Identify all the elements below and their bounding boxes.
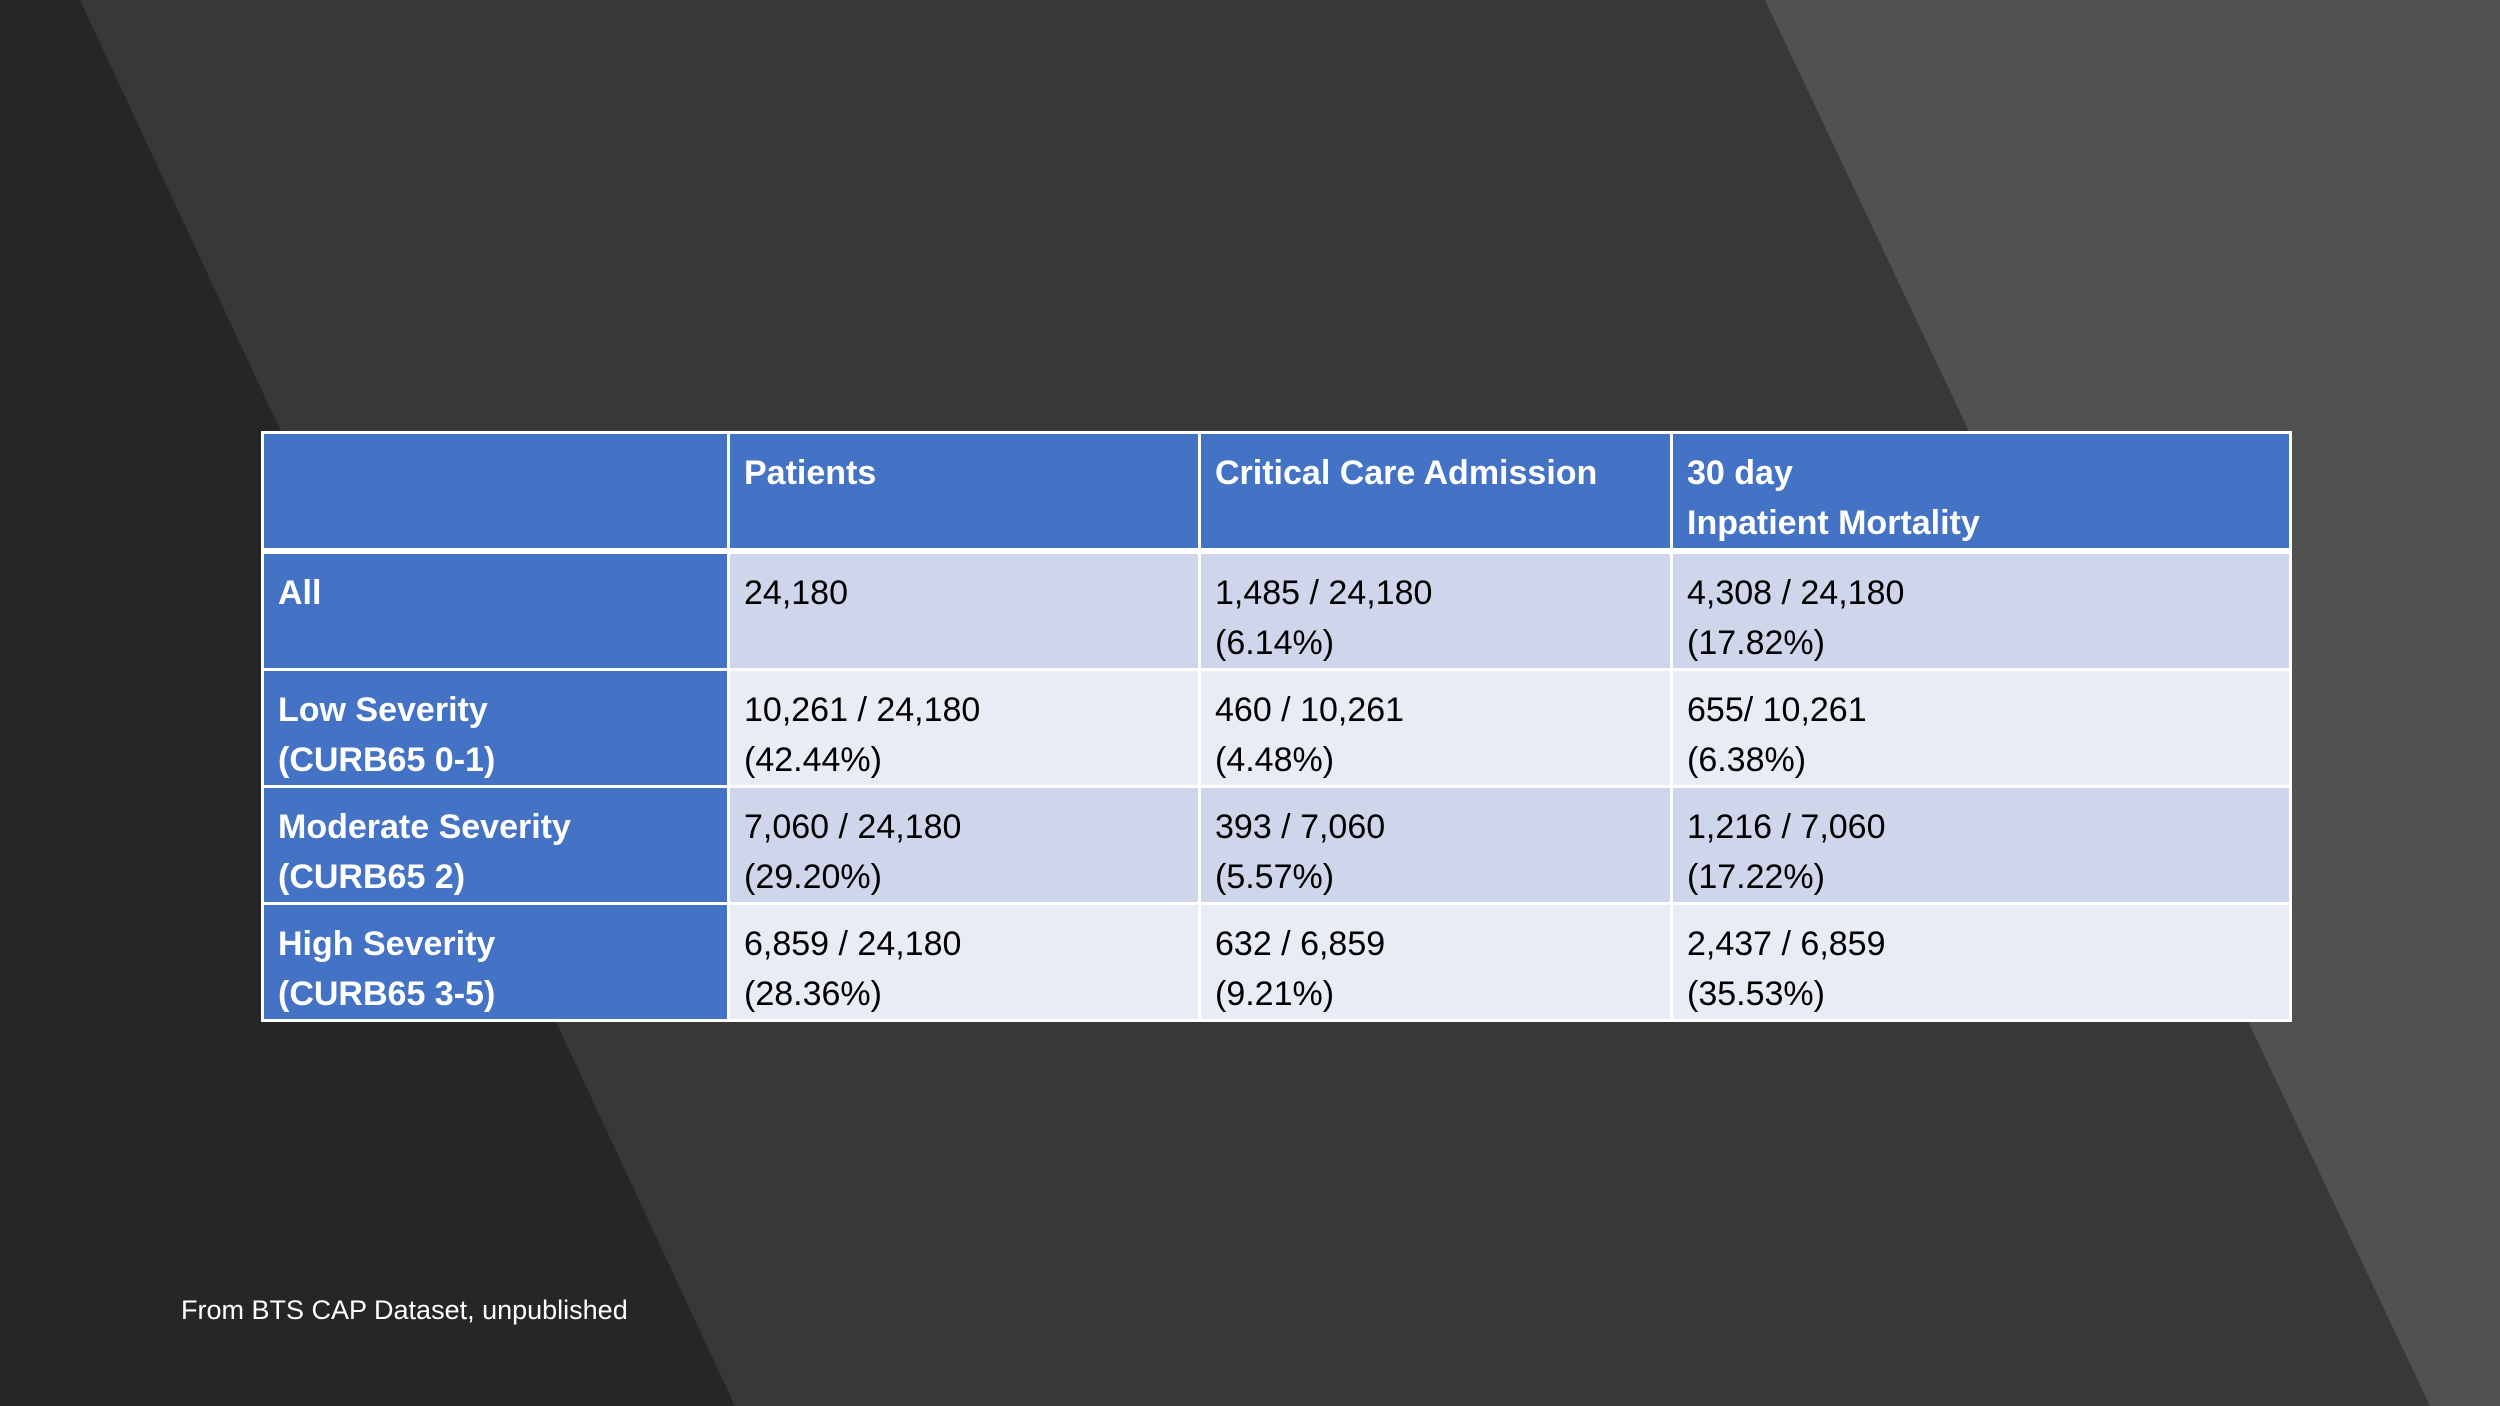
critical-care-cell: 393 / 7,060 (5.57%) xyxy=(1198,785,1673,905)
header-critical-care: Critical Care Admission xyxy=(1198,431,1673,554)
row-label-line1: All xyxy=(278,574,322,612)
mortality-percent: (17.22%) xyxy=(1687,858,1825,896)
row-label-line2: (CURB65 3-5) xyxy=(278,975,496,1013)
row-label-line1: Moderate Severity xyxy=(278,808,571,846)
mortality-percent: (35.53%) xyxy=(1687,975,1825,1013)
cap-outcomes-table: Patients Critical Care Admission 30 day … xyxy=(261,431,2292,1022)
patients-percent: (28.36%) xyxy=(744,975,882,1013)
mortality-cell: 655/ 10,261 (6.38%) xyxy=(1670,668,2292,788)
mortality-percent: (17.82%) xyxy=(1687,624,1825,662)
critical-care-value: 460 / 10,261 xyxy=(1215,691,1405,729)
header-patients: Patients xyxy=(727,431,1201,554)
mortality-value: 4,308 / 24,180 xyxy=(1687,574,1905,612)
row-label: Moderate Severity (CURB65 2) xyxy=(261,785,730,905)
row-label: All xyxy=(261,549,730,671)
row-label-line1: Low Severity xyxy=(278,691,488,729)
patients-value: 10,261 / 24,180 xyxy=(744,691,981,729)
row-label: High Severity (CURB65 3-5) xyxy=(261,902,730,1022)
mortality-cell: 2,437 / 6,859 (35.53%) xyxy=(1670,902,2292,1022)
critical-care-cell: 1,485 / 24,180 (6.14%) xyxy=(1198,549,1673,671)
critical-care-percent: (9.21%) xyxy=(1215,975,1335,1013)
table-row-moderate-severity: Moderate Severity (CURB65 2) 7,060 / 24,… xyxy=(261,785,2292,905)
header-mortality-line1: 30 day xyxy=(1687,454,1793,492)
mortality-cell: 1,216 / 7,060 (17.22%) xyxy=(1670,785,2292,905)
header-corner-cell xyxy=(261,431,730,554)
patients-percent: (42.44%) xyxy=(744,741,882,779)
mortality-percent: (6.38%) xyxy=(1687,741,1807,779)
mortality-value: 655/ 10,261 xyxy=(1687,691,1867,729)
patients-cell: 6,859 / 24,180 (28.36%) xyxy=(727,902,1201,1022)
patients-cell: 7,060 / 24,180 (29.20%) xyxy=(727,785,1201,905)
table-header-row: Patients Critical Care Admission 30 day … xyxy=(261,431,2292,554)
critical-care-value: 1,485 / 24,180 xyxy=(1215,574,1433,612)
patients-cell: 10,261 / 24,180 (42.44%) xyxy=(727,668,1201,788)
critical-care-percent: (6.14%) xyxy=(1215,624,1335,662)
header-mortality-line2: Inpatient Mortality xyxy=(1687,504,1980,542)
row-label-line1: High Severity xyxy=(278,925,496,963)
patients-value: 7,060 / 24,180 xyxy=(744,808,962,846)
critical-care-percent: (4.48%) xyxy=(1215,741,1335,779)
table-row-all: All 24,180 1,485 / 24,180 (6.14%) 4,308 … xyxy=(261,549,2292,671)
critical-care-value: 393 / 7,060 xyxy=(1215,808,1386,846)
row-label-line2: (CURB65 0-1) xyxy=(278,741,496,779)
critical-care-cell: 460 / 10,261 (4.48%) xyxy=(1198,668,1673,788)
critical-care-value: 632 / 6,859 xyxy=(1215,925,1386,963)
critical-care-cell: 632 / 6,859 (9.21%) xyxy=(1198,902,1673,1022)
patients-value: 6,859 / 24,180 xyxy=(744,925,962,963)
patients-cell: 24,180 xyxy=(727,549,1201,671)
row-label: Low Severity (CURB65 0-1) xyxy=(261,668,730,788)
patients-value: 24,180 xyxy=(744,574,848,612)
mortality-cell: 4,308 / 24,180 (17.82%) xyxy=(1670,549,2292,671)
mortality-value: 1,216 / 7,060 xyxy=(1687,808,1886,846)
table-row-high-severity: High Severity (CURB65 3-5) 6,859 / 24,18… xyxy=(261,902,2292,1022)
mortality-value: 2,437 / 6,859 xyxy=(1687,925,1886,963)
critical-care-percent: (5.57%) xyxy=(1215,858,1335,896)
source-note: From BTS CAP Dataset, unpublished xyxy=(181,1295,628,1325)
table-row-low-severity: Low Severity (CURB65 0-1) 10,261 / 24,18… xyxy=(261,668,2292,788)
header-mortality: 30 day Inpatient Mortality xyxy=(1670,431,2292,554)
patients-percent: (29.20%) xyxy=(744,858,882,896)
row-label-line2: (CURB65 2) xyxy=(278,858,466,896)
